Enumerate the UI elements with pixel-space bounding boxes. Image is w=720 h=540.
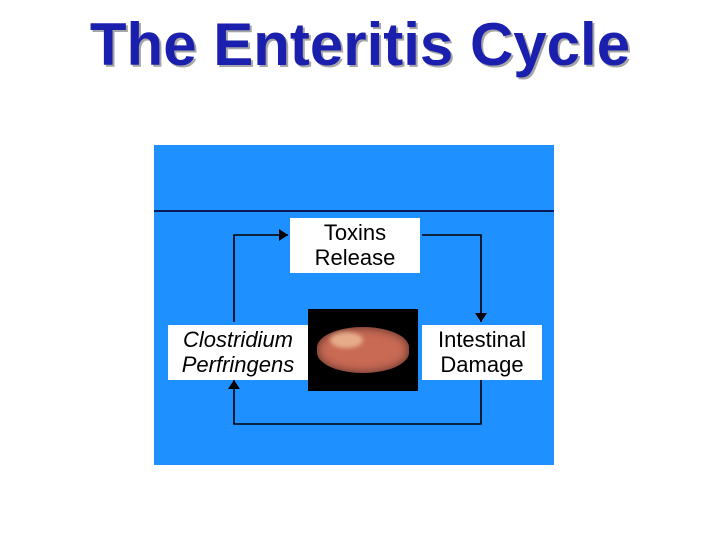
cycle-arrows — [0, 0, 720, 540]
slide: The Enteritis Cycle The Enteritis Cycle … — [0, 0, 720, 540]
arrow-toxins-to-damage — [422, 235, 481, 322]
arrow-clostridium-to-toxins — [234, 235, 288, 322]
arrow-damage-to-clostridium — [234, 380, 481, 424]
